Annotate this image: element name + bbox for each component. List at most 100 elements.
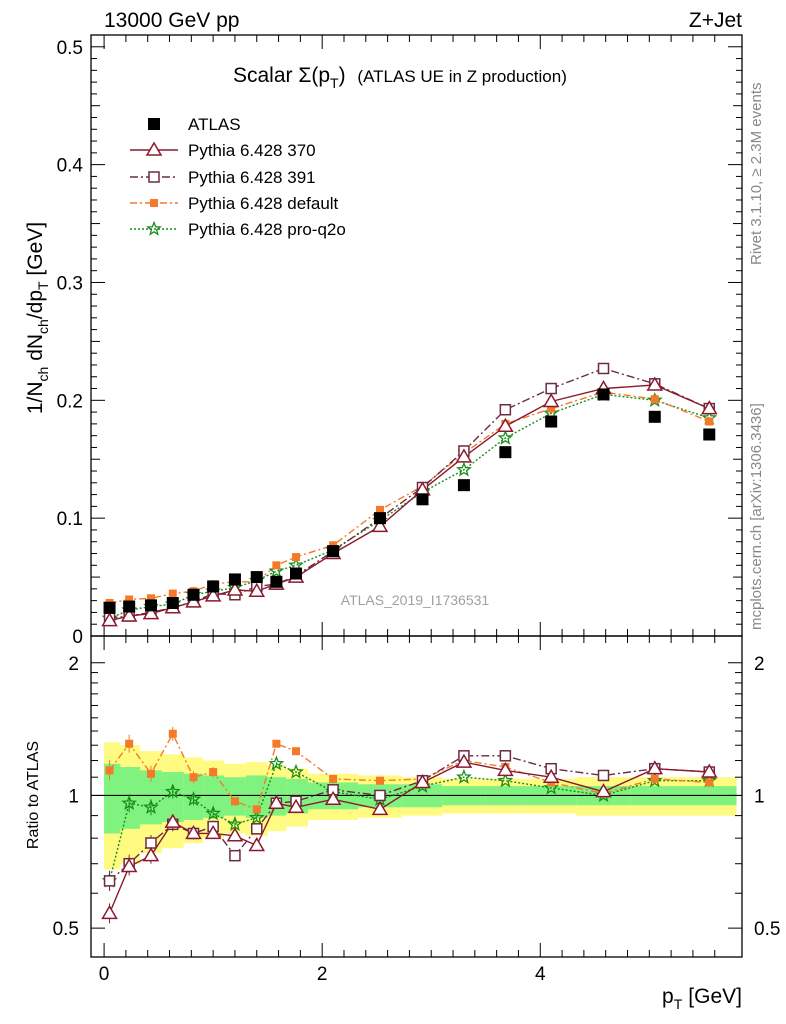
series-marker-ratio xyxy=(101,904,118,920)
ratio-uncertainty-bands xyxy=(104,742,737,870)
series-marker-ratio xyxy=(205,805,222,821)
series-marker-main xyxy=(248,582,266,597)
series-marker-ratio xyxy=(209,768,218,777)
y-tick-label: 0 xyxy=(72,627,83,648)
atlas-data-point xyxy=(250,571,263,584)
series-marker-main xyxy=(456,461,472,477)
ratio-tick-label: 0.5 xyxy=(53,919,79,940)
series-marker-main xyxy=(226,581,244,596)
series-marker-ratio xyxy=(292,747,301,756)
series-marker-ratio xyxy=(185,791,202,807)
series-marker-ratio xyxy=(646,772,663,788)
ratio-tick-label-right: 0.5 xyxy=(754,919,780,940)
series-marker-ratio xyxy=(120,857,138,873)
atlas-data-point xyxy=(327,545,340,558)
series-marker-ratio xyxy=(324,790,342,806)
series-marker-main xyxy=(497,417,514,432)
atlas-data-point xyxy=(123,600,136,613)
atlas-data-point xyxy=(207,580,220,593)
rivet-label: Rivet 3.1.10, ≥ 2.3M events xyxy=(748,83,765,266)
series-marker-ratio xyxy=(252,805,261,814)
series-marker-main xyxy=(125,595,134,604)
legend-atlas-label: ATLAS xyxy=(188,115,241,134)
series-marker-main xyxy=(272,561,281,570)
series-marker-ratio xyxy=(105,766,114,775)
band-inner-bin xyxy=(245,775,268,818)
legend-marker xyxy=(146,220,162,236)
ratio-tick-label-right: 1 xyxy=(754,786,765,807)
series-marker-main xyxy=(120,607,138,622)
series-marker-ratio xyxy=(168,729,177,738)
legend-marker xyxy=(148,171,160,183)
series-marker-ratio xyxy=(542,768,560,783)
series-marker-ratio xyxy=(143,798,159,814)
series-marker-ratio xyxy=(189,773,198,782)
series-marker-main xyxy=(497,429,514,445)
atlas-data-point xyxy=(416,493,429,506)
series-line-main xyxy=(109,393,710,619)
series-marker-ratio xyxy=(375,776,384,785)
ratio-tick-label: 1 xyxy=(68,786,79,807)
atlas-data-point xyxy=(290,567,303,580)
band-inner-bin xyxy=(104,763,121,834)
series-marker-main xyxy=(646,376,664,391)
series-marker-main xyxy=(371,517,389,533)
legend-label: Pythia 6.428 370 xyxy=(188,141,316,160)
series-marker-ratio xyxy=(374,789,386,802)
series-marker-main xyxy=(455,448,473,463)
x-axis-label: pT [GeV] xyxy=(662,985,742,1012)
atlas-data-point xyxy=(597,388,610,401)
series-marker-main xyxy=(597,362,610,375)
series-marker-main xyxy=(700,400,718,415)
series-marker-ratio xyxy=(248,809,265,825)
series-marker-ratio xyxy=(121,794,138,810)
series-marker-ratio xyxy=(227,816,243,832)
series-marker-main xyxy=(146,594,155,603)
ratio-tick-label: 2 xyxy=(68,654,79,675)
main-plot-series xyxy=(101,362,718,627)
series-marker-main xyxy=(185,593,202,608)
series-marker-ratio xyxy=(103,875,116,887)
ratio-y-axis-label: Ratio to ATLAS xyxy=(25,741,42,849)
series-marker-ratio xyxy=(125,739,134,748)
atlas-data-point xyxy=(144,599,157,612)
series-marker-ratio xyxy=(204,824,222,840)
band-inner-bin xyxy=(140,770,162,825)
header-process-label: Z+Jet xyxy=(689,9,742,32)
atlas-data-point xyxy=(166,597,179,610)
series-marker-main xyxy=(204,587,222,602)
series-marker-ratio xyxy=(371,800,389,816)
series-marker-ratio xyxy=(248,836,266,852)
series-marker-main xyxy=(650,395,659,404)
series-marker-ratio xyxy=(226,827,244,842)
y-tick-label: 0.4 xyxy=(57,156,84,177)
series-marker-main xyxy=(101,612,118,627)
series-marker-ratio xyxy=(268,755,285,771)
atlas-data-point xyxy=(499,446,512,459)
series-marker-ratio xyxy=(595,783,612,798)
series-marker-main xyxy=(268,562,285,578)
series-marker-ratio xyxy=(185,824,202,840)
series-marker-main xyxy=(705,417,714,426)
atlas-data-point xyxy=(703,428,716,441)
series-marker-ratio xyxy=(646,760,664,775)
series-marker-ratio xyxy=(497,772,514,788)
series-marker-main xyxy=(375,505,384,514)
y-tick-label: 0.3 xyxy=(57,273,83,294)
series-marker-ratio xyxy=(287,798,305,814)
atlas-data-point xyxy=(648,410,661,423)
series-marker-ratio xyxy=(499,750,512,762)
atlas-data-point xyxy=(457,479,470,492)
series-marker-main xyxy=(142,605,160,620)
header-beam-label: 13000 GeV pp xyxy=(104,9,239,32)
band-inner-bin xyxy=(203,775,225,818)
series-marker-ratio xyxy=(414,774,431,789)
legend-label: Pythia 6.428 default xyxy=(188,194,339,213)
ratio-plot-series xyxy=(101,726,718,924)
series-marker-ratio xyxy=(164,813,182,828)
series-marker-ratio xyxy=(543,779,560,795)
series-marker-main xyxy=(542,393,560,408)
atlas-data-point xyxy=(103,601,116,614)
series-marker-ratio xyxy=(597,769,610,782)
